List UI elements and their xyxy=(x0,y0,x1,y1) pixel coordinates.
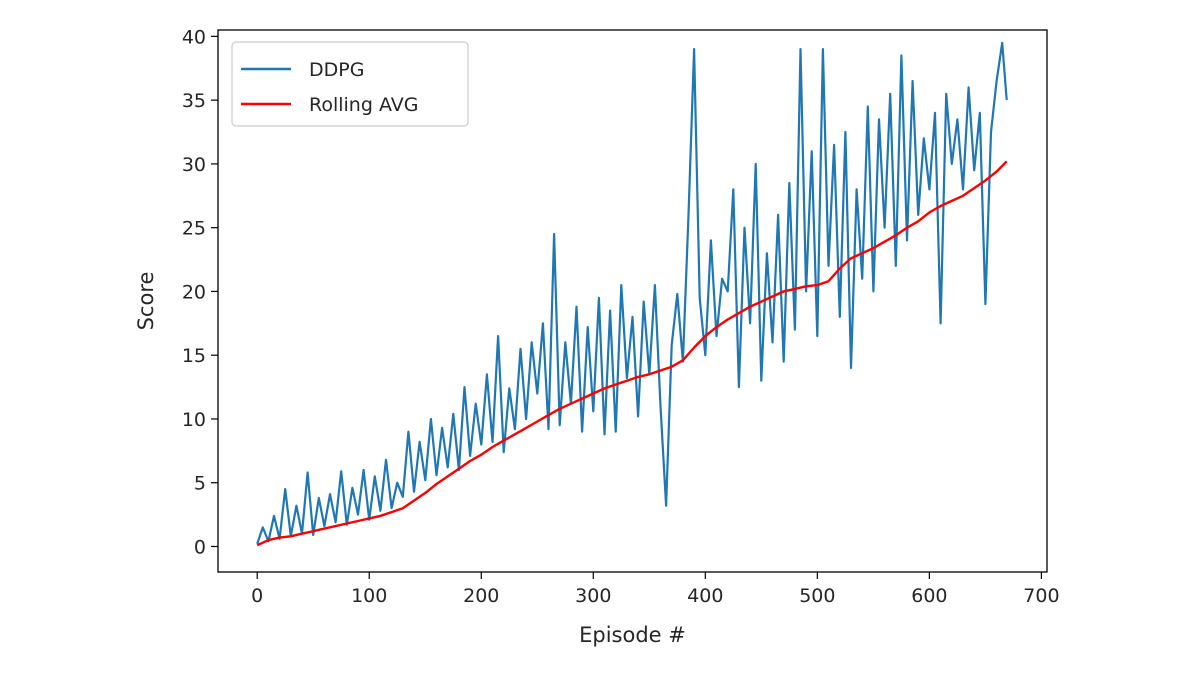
y-tick-label: 25 xyxy=(182,218,206,240)
x-tick-label: 0 xyxy=(251,585,263,607)
x-tick-label: 500 xyxy=(799,585,835,607)
y-axis-label: Score xyxy=(134,272,158,331)
y-tick-label: 15 xyxy=(182,345,206,367)
x-tick-label: 400 xyxy=(687,585,723,607)
x-tick-label: 300 xyxy=(575,585,611,607)
x-tick-label: 200 xyxy=(463,585,499,607)
x-axis: 0 100 200 300 400 500 600 700 xyxy=(251,572,1060,607)
x-tick-label: 100 xyxy=(351,585,387,607)
legend-label: Rolling AVG xyxy=(309,94,418,116)
y-tick-label: 5 xyxy=(194,473,206,495)
x-axis-label: Episode # xyxy=(579,623,686,647)
y-tick-label: 10 xyxy=(182,409,206,431)
legend-label: DDPG xyxy=(309,59,364,81)
series-layer xyxy=(256,41,1008,547)
series-line-ddpg xyxy=(256,41,1008,545)
y-tick-label: 20 xyxy=(182,281,206,303)
x-tick-label: 600 xyxy=(911,585,947,607)
x-tick-label: 700 xyxy=(1023,585,1059,607)
series-line-rolling-avg xyxy=(256,160,1008,547)
y-tick-label: 30 xyxy=(182,154,206,176)
y-tick-label: 0 xyxy=(194,536,206,558)
legend: DDPG Rolling AVG xyxy=(231,41,469,127)
y-tick-label: 40 xyxy=(182,26,206,48)
y-axis: 0 5 10 15 20 25 30 35 40 xyxy=(182,26,218,558)
y-tick-label: 35 xyxy=(182,90,206,112)
plot-frame xyxy=(217,29,1048,573)
